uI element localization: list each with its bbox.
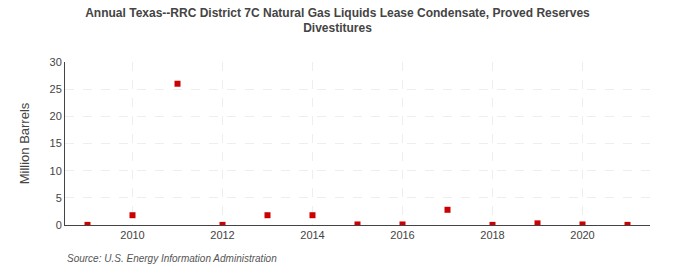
svg-text:2012: 2012 [210, 229, 234, 241]
svg-text:2020: 2020 [570, 229, 594, 241]
svg-text:15: 15 [50, 137, 62, 149]
svg-text:0: 0 [56, 219, 62, 231]
svg-text:20: 20 [50, 110, 62, 122]
svg-text:2014: 2014 [300, 229, 324, 241]
svg-text:25: 25 [50, 83, 62, 95]
svg-text:30: 30 [50, 56, 62, 68]
svg-text:Million Barrels: Million Barrels [17, 102, 32, 184]
svg-text:10: 10 [50, 165, 62, 177]
svg-text:2018: 2018 [480, 229, 504, 241]
svg-text:2010: 2010 [120, 229, 144, 241]
svg-text:Annual Texas--RRC District 7C: Annual Texas--RRC District 7C Natural Ga… [85, 6, 590, 36]
svg-text:2016: 2016 [390, 229, 414, 241]
svg-text:5: 5 [56, 192, 62, 204]
svg-text:Source: U.S. Energy Informatio: Source: U.S. Energy Information Administ… [67, 253, 277, 264]
